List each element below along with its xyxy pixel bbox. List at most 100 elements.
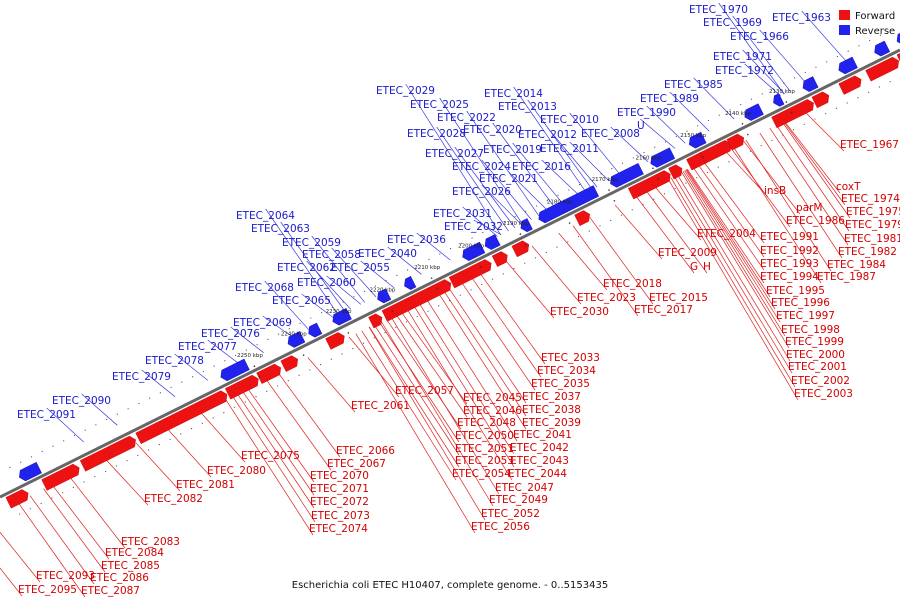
scale-dot	[524, 262, 526, 264]
forward-gene-label: ETEC_2084	[105, 547, 164, 559]
forward-gene-label: ETEC_1999	[785, 336, 844, 348]
reverse-gene-connector	[360, 260, 395, 289]
scale-dot	[642, 203, 644, 206]
map-caption: Escherichia coli ETEC H10407, complete g…	[292, 580, 608, 591]
scale-dot	[620, 214, 623, 216]
reverse-gene-label: ETEC_2010	[540, 114, 599, 126]
reverse-gene-connector	[640, 118, 676, 149]
forward-gene	[811, 91, 830, 109]
scale-dot	[266, 390, 268, 392]
reverse-gene-connector	[405, 83, 502, 236]
scale-dot	[599, 225, 601, 227]
forward-gene	[325, 332, 345, 350]
forward-gene-label: ETEC_2053	[455, 455, 514, 467]
scale-dot	[514, 216, 516, 218]
scale-dot	[331, 306, 333, 308]
scale-dot	[395, 326, 397, 328]
forward-gene-label: ETEC_2030	[550, 306, 609, 318]
scale-dot	[835, 107, 838, 109]
tick-dot	[696, 145, 699, 147]
scale-dot	[287, 379, 289, 382]
reverse-gene-label: ETEC_1971	[713, 51, 772, 63]
forward-gene-connector	[460, 281, 536, 391]
scale-dot	[41, 450, 43, 453]
forward-gene-connector	[355, 333, 476, 534]
forward-gene-label: ETEC_1975	[846, 206, 900, 218]
scale-dot	[556, 246, 558, 248]
reverse-gene-label: ETEC_1969	[703, 17, 762, 29]
scale-dot	[643, 151, 645, 154]
reverse-gene-connector	[513, 86, 587, 193]
forward-gene-label: ETEC_1997	[776, 310, 835, 322]
scale-dot	[470, 289, 472, 291]
forward-gene-connector	[572, 225, 639, 317]
forward-gene	[224, 374, 259, 400]
reverse-gene-connector	[81, 393, 118, 426]
forward-gene-label: ETEC_2052	[481, 508, 540, 520]
scale-dot	[685, 182, 687, 184]
reverse-gene	[19, 461, 42, 482]
forward-gene-connector	[743, 140, 801, 215]
forward-gene-connector	[307, 357, 356, 413]
tick-labels: 2130 kbp 2140 kbp 2150 kbp 2160 kbp 2170 kbp…	[237, 89, 795, 359]
reverse-gene	[484, 234, 501, 250]
scale-dot	[772, 87, 774, 90]
reverse-gene-connector	[569, 141, 610, 182]
forward-gene-connector	[676, 173, 791, 362]
forward-gene-connector	[670, 177, 796, 388]
scale-dot	[319, 363, 322, 366]
tick-dot	[747, 133, 749, 136]
scale-dot	[545, 251, 547, 254]
reverse-gene-connector	[174, 353, 209, 381]
tick-dot	[519, 233, 522, 235]
forward-gene-connector	[759, 132, 843, 259]
tick-dot	[474, 255, 477, 258]
reverse-gene	[773, 93, 785, 107]
forward-gene-label: ETEC_1984	[827, 259, 886, 271]
scale-dot	[62, 492, 64, 494]
tick-dot	[480, 266, 482, 268]
forward-gene-label: ETEC_2000	[786, 349, 845, 361]
forward-gene-connector	[369, 326, 460, 468]
forward-gene	[280, 355, 298, 372]
scale-dot	[771, 139, 773, 141]
reverse-gene	[610, 163, 644, 188]
forward-gene-label: ETEC_2054	[452, 468, 511, 480]
reverse-gene-label: ETEC_2076	[201, 328, 260, 340]
reverse-gene-connector	[693, 77, 735, 120]
reverse-gene-connector	[718, 2, 785, 95]
forward-gene-label: ETEC_2056	[471, 521, 530, 533]
reverse-gene-connector	[436, 126, 509, 232]
forward-gene-connector	[51, 484, 110, 560]
forward-gene-label: ETEC_2061	[351, 400, 410, 412]
tick-dot	[524, 244, 527, 246]
forward-gene-connector	[667, 178, 799, 401]
reverse-gene-label: ETEC_2026	[452, 186, 511, 198]
forward-gene-label: ETEC_2001	[788, 361, 847, 373]
reverse-gene	[896, 33, 900, 44]
scale-dot	[405, 321, 408, 323]
gene-track	[5, 33, 900, 509]
scale-dot	[535, 205, 538, 207]
reverse-gene-connector	[541, 159, 580, 197]
forward-gene-label: ETEC_1986	[786, 215, 845, 227]
forward-gene-label: ETEC_2037	[522, 391, 581, 403]
scale-dot	[105, 470, 107, 472]
forward-gene-label: ETEC_2083	[121, 536, 180, 548]
scale-dot	[706, 171, 709, 174]
reverse-gene-connector	[46, 407, 84, 443]
reverse-gene-connector	[801, 10, 848, 63]
forward-gene-label: ETEC_2033	[541, 352, 600, 364]
scale-dot	[878, 86, 881, 88]
forward-gene-label: ETEC_2045	[463, 392, 522, 404]
forward-gene-label: ETEC_2017	[634, 304, 693, 316]
scale-dot	[276, 385, 279, 387]
tick-label: 2250 kbp	[237, 353, 263, 359]
scale-dot	[610, 219, 612, 222]
tick-dot	[253, 365, 256, 367]
forward-gene-label: ETEC_2043	[510, 455, 569, 467]
reverse-gene-label: ETEC_2068	[235, 282, 294, 294]
scale-dot	[427, 310, 429, 312]
forward-gene-connector	[406, 308, 513, 481]
reverse-gene	[520, 218, 533, 233]
